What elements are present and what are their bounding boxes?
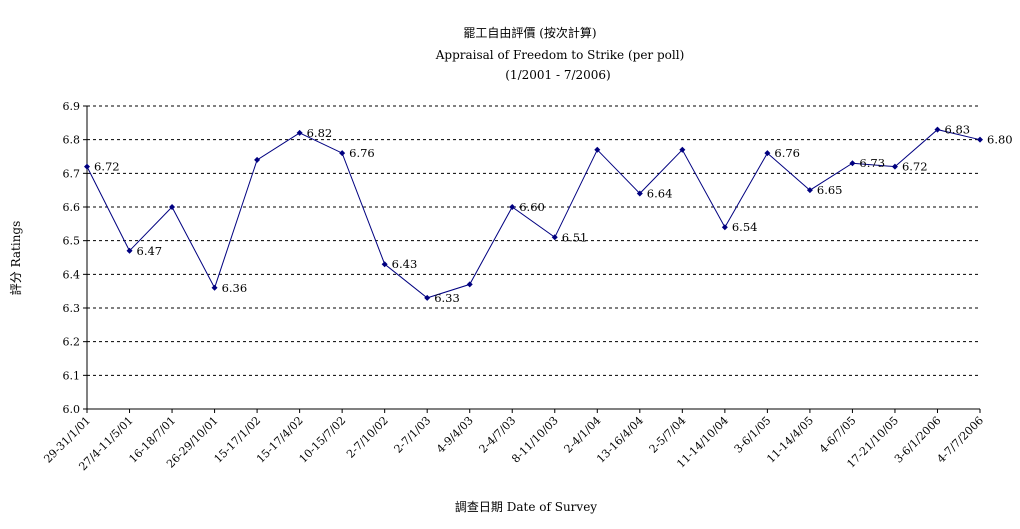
x-tick-label: 2-4/1/04 (562, 414, 604, 456)
chart-subtitle-date-range: (1/2001 - 7/2006) (505, 68, 610, 82)
x-tick-label: 3-6/1/05 (732, 414, 774, 456)
y-tick-label: 6.4 (63, 268, 81, 281)
data-point (721, 224, 728, 231)
data-point (891, 163, 898, 170)
x-axis-ticks: 29-31/1/0127/4-11/5/0116-18/7/0126-29/10… (41, 409, 986, 473)
data-point (934, 126, 941, 133)
data-point (84, 163, 90, 170)
data-point (381, 261, 388, 268)
axes (86, 106, 980, 410)
data-label: 6.73 (859, 156, 885, 170)
data-label: 6.82 (307, 126, 333, 140)
data-point (551, 234, 558, 241)
x-tick-label: 2-7/1/03 (392, 414, 434, 456)
data-point (254, 156, 261, 163)
y-tick-label: 6.5 (63, 235, 81, 248)
y-tick-label: 6.9 (63, 100, 81, 113)
series-ratings (84, 126, 983, 301)
data-point (169, 204, 176, 210)
data-labels: 6.72 6.47 6.36 6.82 6.76 6.43 6.33 6.60 6.51 6.64… (94, 123, 1013, 305)
data-label: 6.76 (774, 146, 800, 160)
x-tick-label: 10-15/7/02 (297, 414, 349, 466)
data-label: 6.64 (647, 187, 673, 201)
y-tick-label: 6.3 (63, 302, 81, 315)
series-line (86, 129, 981, 299)
data-point (509, 204, 516, 210)
x-tick-label: 2-7/10/02 (344, 414, 391, 461)
y-tick-label: 6.1 (63, 369, 81, 382)
data-label: 6.83 (944, 123, 970, 137)
data-point (126, 247, 133, 254)
chart-title: 罷工自由評價 (按次計算) (463, 25, 596, 40)
y-tick-label: 6.6 (63, 201, 81, 214)
y-tick-label: 6.2 (63, 336, 81, 349)
x-tick-label: 13-16/4/04 (594, 414, 646, 466)
data-label: 6.60 (519, 200, 545, 214)
data-label: 6.72 (902, 160, 928, 174)
data-label: 6.76 (349, 146, 375, 160)
data-point (679, 146, 686, 153)
data-label: 6.51 (562, 230, 588, 244)
data-point (977, 136, 983, 143)
y-axis-ticks: 6.0 6.1 6.2 6.3 6.4 6.5 6.6 6.7 6.8 6.9 (63, 100, 87, 416)
data-point (466, 281, 473, 288)
gridlines (87, 105, 980, 376)
x-tick-label: 11-14/4/05 (764, 414, 816, 466)
data-point (339, 150, 346, 157)
data-label: 6.36 (222, 281, 248, 295)
x-tick-label: 4-7/7/2006 (934, 414, 986, 466)
data-point (849, 160, 856, 167)
data-point (636, 190, 643, 197)
data-point (296, 129, 303, 136)
data-point (424, 294, 431, 301)
data-label: 6.43 (392, 257, 418, 271)
y-tick-label: 6.8 (63, 134, 81, 147)
data-point (594, 146, 601, 153)
data-label: 6.72 (94, 160, 120, 174)
data-label: 6.47 (137, 244, 163, 258)
data-label: 6.80 (987, 133, 1013, 147)
x-tick-label: 8-11/10/03 (509, 414, 561, 466)
data-point (764, 150, 771, 157)
y-tick-label: 6.7 (63, 167, 81, 180)
x-tick-label: 4-6/7/05 (817, 414, 859, 456)
x-tick-label: 4-9/4/03 (434, 414, 476, 456)
x-axis-label: 調查日期 Date of Survey (455, 500, 597, 514)
data-point (211, 284, 218, 291)
data-point (806, 187, 813, 194)
chart-subtitle: Appraisal of Freedom to Strike (per poll… (435, 48, 685, 62)
x-tick-label: 2-4/7/03 (477, 414, 519, 456)
y-axis-label: 評分 Ratings (8, 221, 23, 296)
y-tick-label: 6.0 (63, 403, 81, 416)
data-label: 6.33 (434, 291, 460, 305)
data-label: 6.54 (732, 220, 758, 234)
x-tick-label: 2-5/7/04 (647, 414, 689, 456)
data-label: 6.65 (817, 183, 843, 197)
